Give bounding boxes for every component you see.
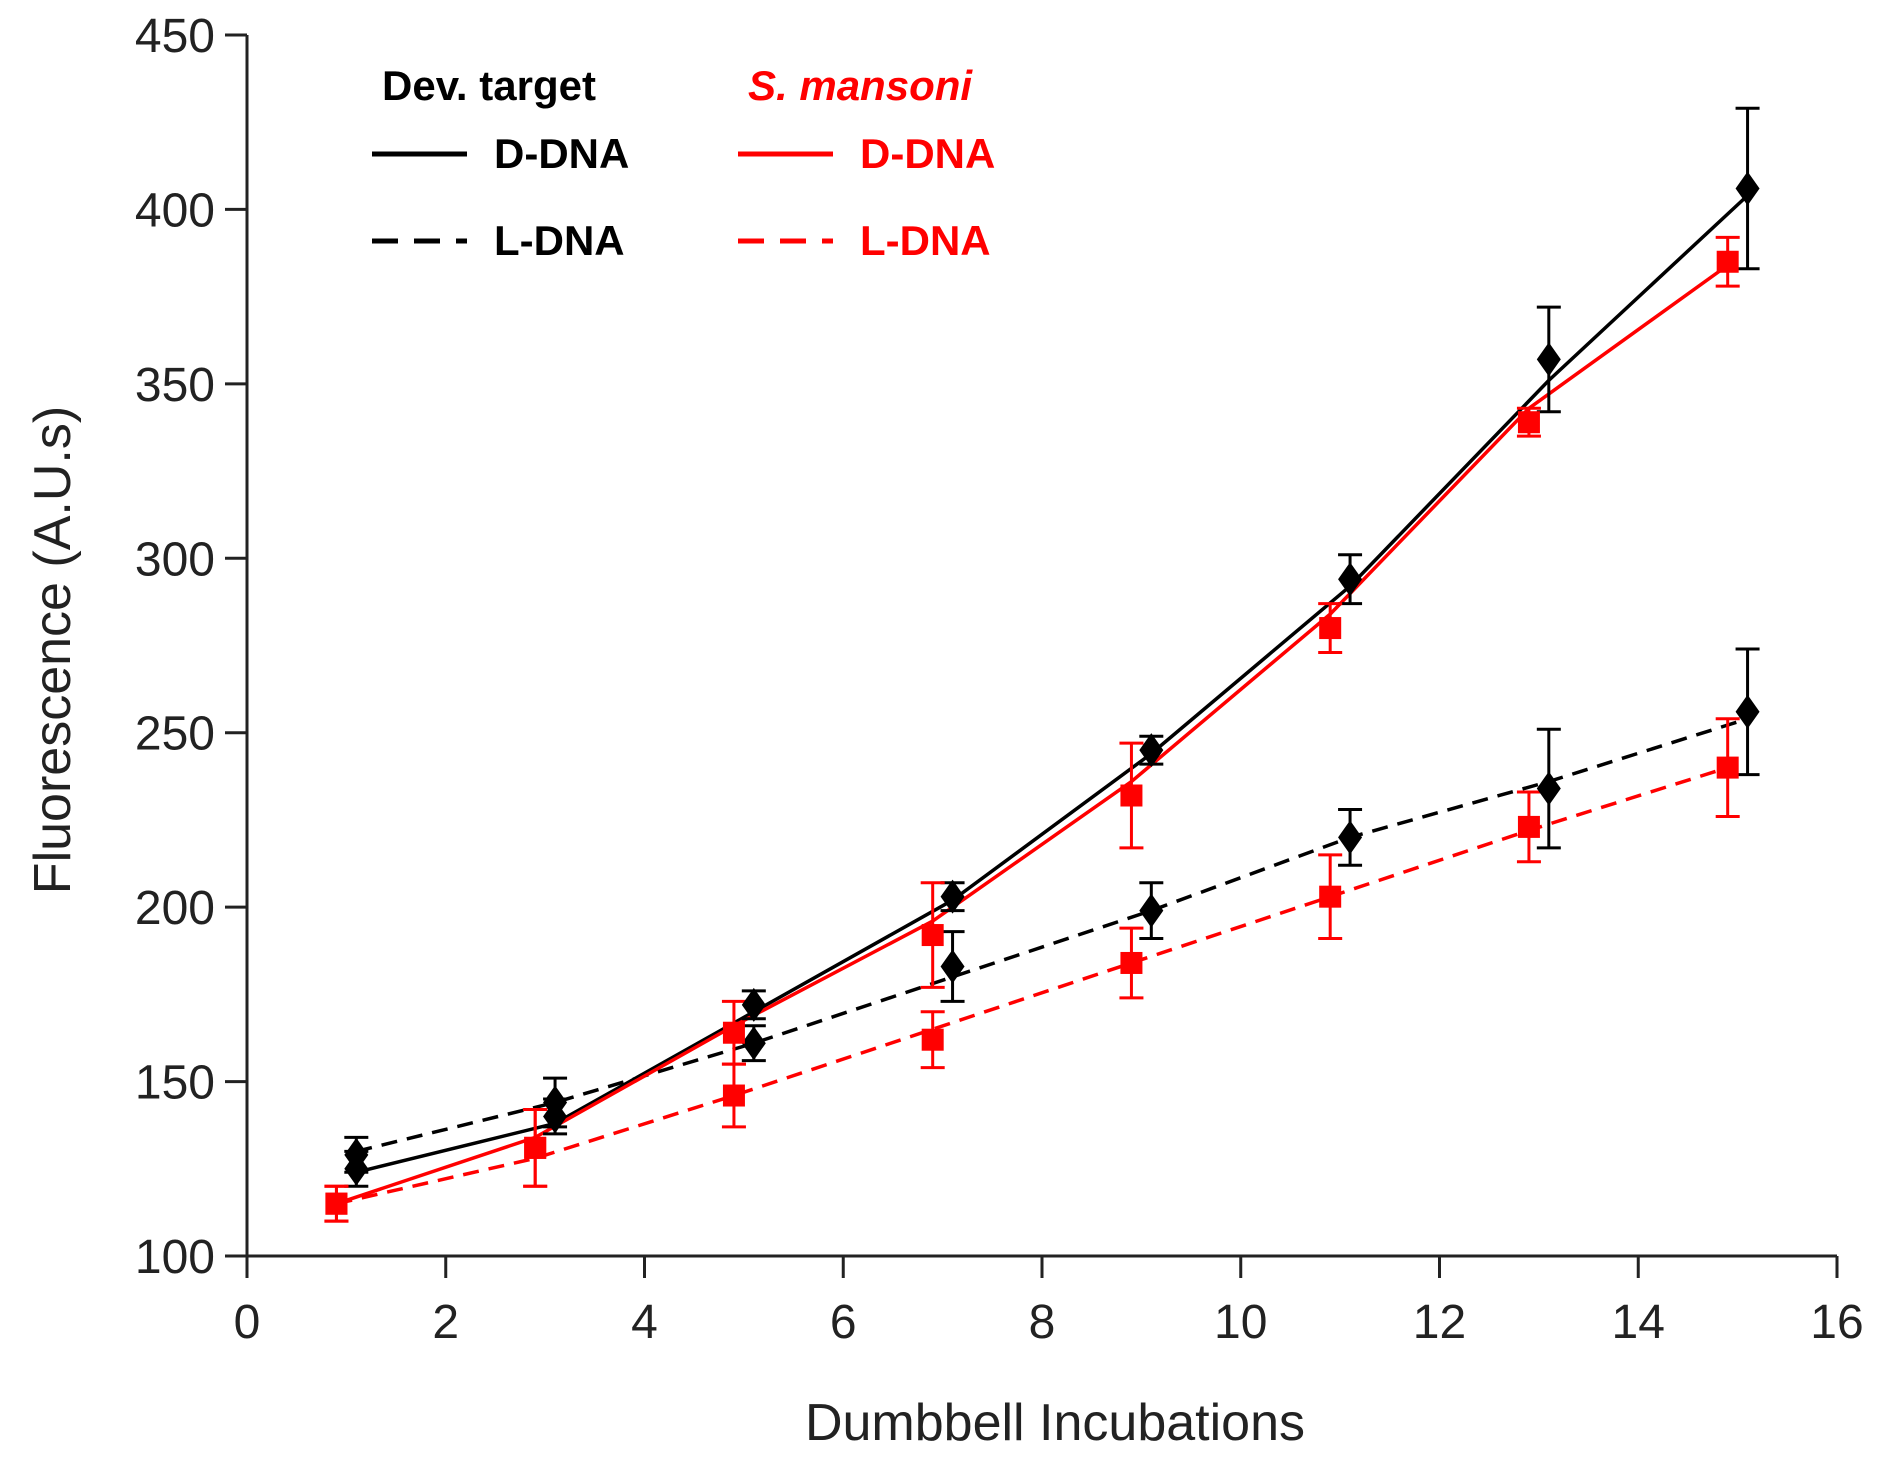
fit-line-s-mansoni-d-dna [335, 263, 1729, 1206]
data-point-diamond [543, 1085, 568, 1120]
data-point-diamond [1735, 171, 1760, 206]
y-tick-label: 150 [135, 1057, 215, 1110]
data-point-diamond [940, 879, 965, 914]
x-tick-label: 6 [830, 1296, 857, 1349]
legend-group-title: Dev. target [382, 62, 596, 109]
data-point-square [722, 1084, 745, 1107]
data-point-diamond [741, 1026, 766, 1061]
data-point-diamond [1338, 562, 1363, 597]
y-tick-label: 350 [135, 359, 215, 412]
data-point-diamond [1536, 771, 1561, 806]
x-tick-label: 12 [1413, 1296, 1466, 1349]
legend-group-title: S. mansoni [748, 62, 973, 109]
data-point-square [1319, 617, 1342, 640]
data-point-diamond [940, 949, 965, 984]
x-tick-label: 0 [234, 1296, 261, 1349]
y-tick-label: 400 [135, 184, 215, 237]
fit-line-s-mansoni-l-dna [336, 765, 1729, 1206]
data-point-square [325, 1192, 348, 1215]
x-tick-label: 2 [432, 1296, 459, 1349]
y-tick-label: 100 [135, 1231, 215, 1284]
x-tick-label: 14 [1612, 1296, 1665, 1349]
legend: Dev. target D-DNA L-DNA S. mansoni D-DNA L-DN… [372, 62, 995, 264]
fit-line-dev-target-d-dna [355, 194, 1749, 1174]
x-axis-title: Dumbbell Incubations [805, 1394, 1305, 1452]
data-point-square [1716, 756, 1739, 779]
data-point-diamond [1338, 820, 1363, 855]
data-point-diamond [1536, 342, 1561, 377]
legend-label: L-DNA [860, 217, 991, 264]
x-tick-label: 8 [1029, 1296, 1056, 1349]
data-point-diamond [344, 1137, 369, 1172]
y-axis-title: Fluorescence (A.U.s) [24, 406, 82, 894]
legend-label: L-DNA [494, 217, 625, 264]
data-point-square [1517, 411, 1540, 434]
data-point-square [921, 924, 944, 947]
data-markers [325, 171, 1760, 1215]
data-point-square [1517, 815, 1540, 838]
data-point-square [1716, 250, 1739, 273]
fit-line-dev-target-l-dna [355, 717, 1749, 1154]
x-tick-label: 10 [1214, 1296, 1267, 1349]
y-tick-label: 200 [135, 882, 215, 935]
error-bars [324, 106, 1760, 1223]
legend-label: D-DNA [494, 130, 629, 177]
data-point-square [1120, 951, 1143, 974]
data-point-diamond [1735, 694, 1760, 729]
fit-lines [335, 194, 1749, 1206]
data-point-square [524, 1136, 547, 1159]
data-point-diamond [1139, 893, 1164, 928]
legend-label: D-DNA [860, 130, 995, 177]
data-point-square [722, 1021, 745, 1044]
data-point-diamond [1139, 733, 1164, 768]
y-tick-label: 250 [135, 708, 215, 761]
data-point-square [1120, 784, 1143, 807]
y-tick-label: 300 [135, 533, 215, 586]
data-point-square [1319, 885, 1342, 908]
data-point-square [921, 1028, 944, 1051]
x-tick-label: 4 [631, 1296, 658, 1349]
data-point-diamond [741, 987, 766, 1022]
y-tick-label: 450 [135, 10, 215, 63]
axes: 0 2 4 6 8 10 12 14 16 100 150 200 250 300 350 400 450 [135, 10, 1864, 1349]
x-tick-label: 16 [1810, 1296, 1863, 1349]
